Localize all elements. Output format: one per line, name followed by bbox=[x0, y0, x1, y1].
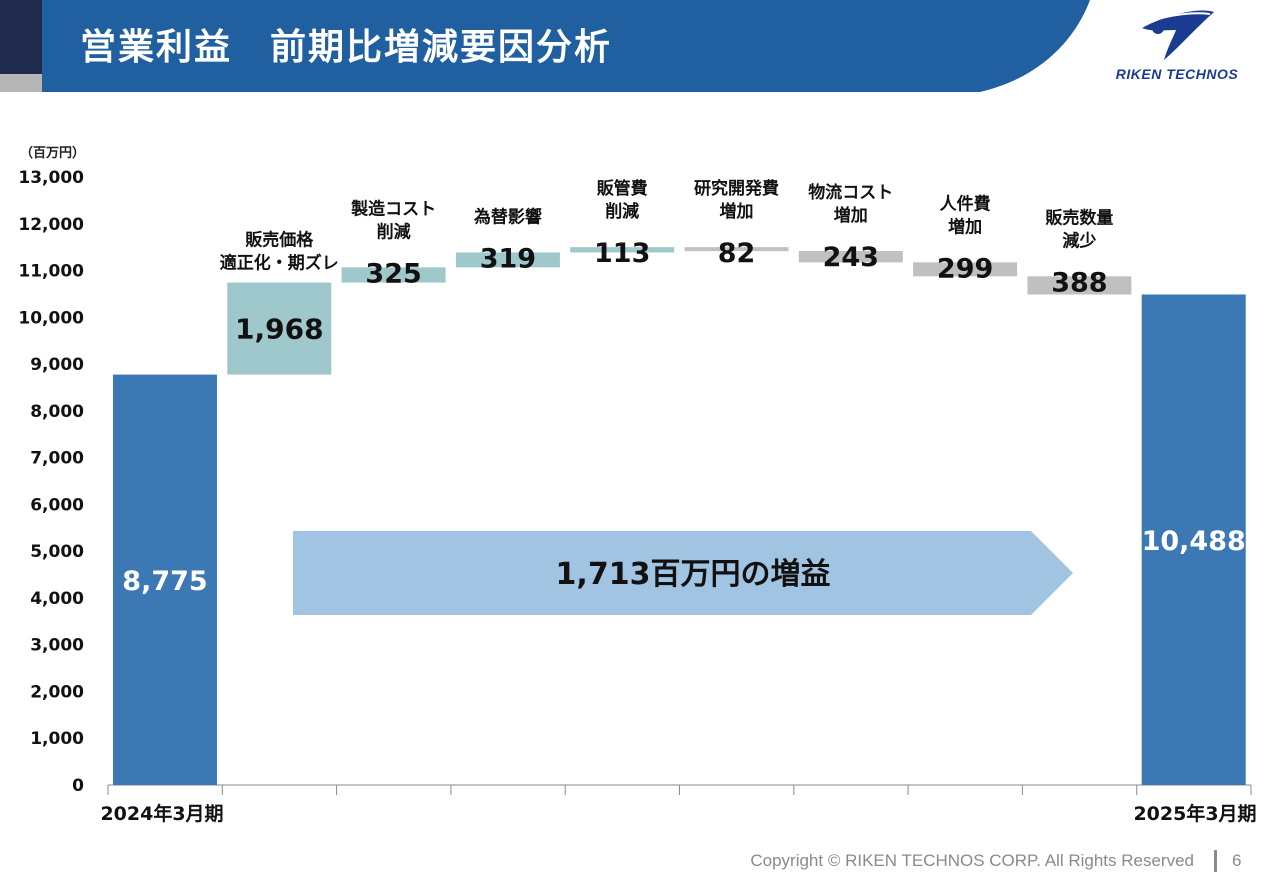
bar-step bbox=[227, 282, 332, 375]
y-tick-label: 12,000 bbox=[18, 215, 84, 235]
bar-step-value-label: 325 bbox=[365, 258, 421, 289]
bar-step-value-label: 388 bbox=[1051, 267, 1107, 298]
page-title: 営業利益 前期比増減要因分析 bbox=[80, 27, 613, 68]
bar-step-category-label: 増加 bbox=[948, 216, 982, 237]
bar-step-value-label: 299 bbox=[937, 253, 993, 284]
y-tick-label: 10,000 bbox=[18, 308, 84, 328]
company-logo: RIKEN TECHNOS bbox=[1102, 6, 1262, 90]
bar-step bbox=[798, 250, 903, 263]
increase-annotation-label: 1,713百万円の増益 bbox=[556, 557, 831, 592]
y-tick-label: 5,000 bbox=[30, 542, 84, 562]
y-tick-label: 8,000 bbox=[30, 402, 84, 422]
header-band: 営業利益 前期比増減要因分析 RIKEN TECHNOS bbox=[0, 0, 1280, 92]
bar-step-value-label: 113 bbox=[594, 238, 650, 269]
y-tick-label: 9,000 bbox=[30, 355, 84, 375]
page-number: 6 bbox=[1232, 851, 1242, 870]
logo-swoosh-icon bbox=[1142, 10, 1214, 60]
y-tick-label: 13,000 bbox=[18, 168, 84, 188]
bar-step bbox=[570, 247, 675, 253]
bar-step-value-label: 1,968 bbox=[235, 313, 324, 346]
y-tick-label: 6,000 bbox=[30, 495, 84, 515]
logo-wordmark: RIKEN TECHNOS bbox=[1115, 66, 1239, 82]
copyright-text: Copyright © RIKEN TECHNOS CORP. All Righ… bbox=[750, 851, 1194, 870]
bar-step bbox=[455, 252, 560, 268]
x-category-label-start: 2024年3月期 bbox=[100, 802, 223, 825]
bar-step-category-label: 製造コスト bbox=[350, 198, 436, 219]
bar-step-value-label: 319 bbox=[480, 243, 536, 274]
bar-step-category-label: 増加 bbox=[720, 201, 754, 222]
bar-step-category-label: 増加 bbox=[834, 205, 868, 226]
bar-step bbox=[1027, 276, 1132, 295]
y-tick-label: 4,000 bbox=[30, 589, 84, 609]
bar-step bbox=[684, 247, 789, 252]
y-tick-label: 3,000 bbox=[30, 636, 84, 656]
bar-step-category-label: 人件費 bbox=[940, 193, 991, 214]
bar-step-category-label: 研究開発費 bbox=[694, 178, 779, 199]
bar-step-value-label: 82 bbox=[718, 238, 756, 269]
y-tick-label: 11,000 bbox=[18, 262, 84, 282]
x-category-label-end: 2025年3月期 bbox=[1133, 802, 1256, 825]
bar-step-category-label: 物流コスト bbox=[808, 182, 893, 203]
bar-step-value-label: 243 bbox=[823, 242, 879, 273]
y-tick-label: 2,000 bbox=[30, 682, 84, 702]
y-tick-label: 7,000 bbox=[30, 449, 84, 469]
bar-step-category-label: 為替影響 bbox=[474, 206, 542, 227]
header-accent-gray bbox=[0, 74, 42, 92]
bar-step-category-label: 減少 bbox=[1062, 230, 1096, 251]
header-accent-dark bbox=[0, 0, 42, 74]
bar-step-category-label: 削減 bbox=[605, 201, 639, 222]
footer-separator bbox=[1214, 850, 1217, 872]
y-tick-label: 0 bbox=[72, 776, 84, 796]
bar-step-category-label: 販売価格 bbox=[245, 230, 314, 251]
bar-step-category-label: 販管費 bbox=[597, 178, 648, 199]
bar-end-value-label: 10,488 bbox=[1142, 526, 1246, 557]
bar-step bbox=[913, 262, 1018, 277]
bar-start bbox=[113, 374, 217, 785]
header-background bbox=[0, 0, 1090, 92]
bar-step-category-label: 削減 bbox=[377, 221, 411, 242]
y-axis-unit-label: （百万円） bbox=[20, 146, 86, 161]
header-title-band bbox=[42, 0, 1090, 92]
y-tick-label: 1,000 bbox=[30, 729, 84, 749]
increase-arrow bbox=[293, 531, 1073, 615]
bar-step-category-label: 適正化・期ズレ bbox=[220, 253, 339, 274]
bar-start-value-label: 8,775 bbox=[122, 566, 207, 597]
bar-step-category-label: 販売数量 bbox=[1045, 207, 1113, 228]
bar-step bbox=[341, 267, 446, 283]
bar-end bbox=[1141, 294, 1246, 785]
